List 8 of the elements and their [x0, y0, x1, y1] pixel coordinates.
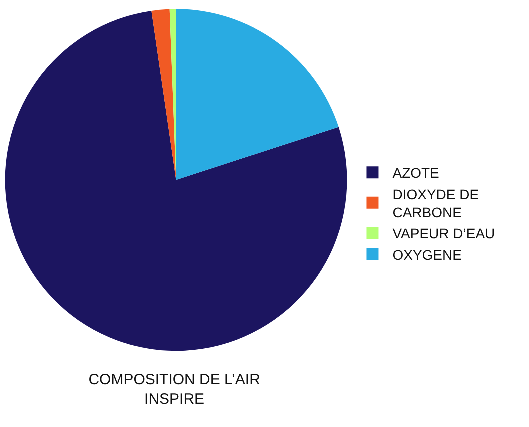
- pie-slice: [170, 9, 176, 180]
- pie-slice: [5, 10, 347, 351]
- legend-label: VAPEUR D’EAU: [392, 226, 496, 242]
- text: COMPOSITION DE L’AIR INSPIRE: [88, 371, 261, 408]
- legend-label: DIOXYDE DE CARBONE: [392, 186, 480, 220]
- legend-label: OXYGENE: [392, 246, 462, 263]
- pie-slice: [176, 9, 339, 180]
- legend-label: AZOTE: [392, 165, 440, 182]
